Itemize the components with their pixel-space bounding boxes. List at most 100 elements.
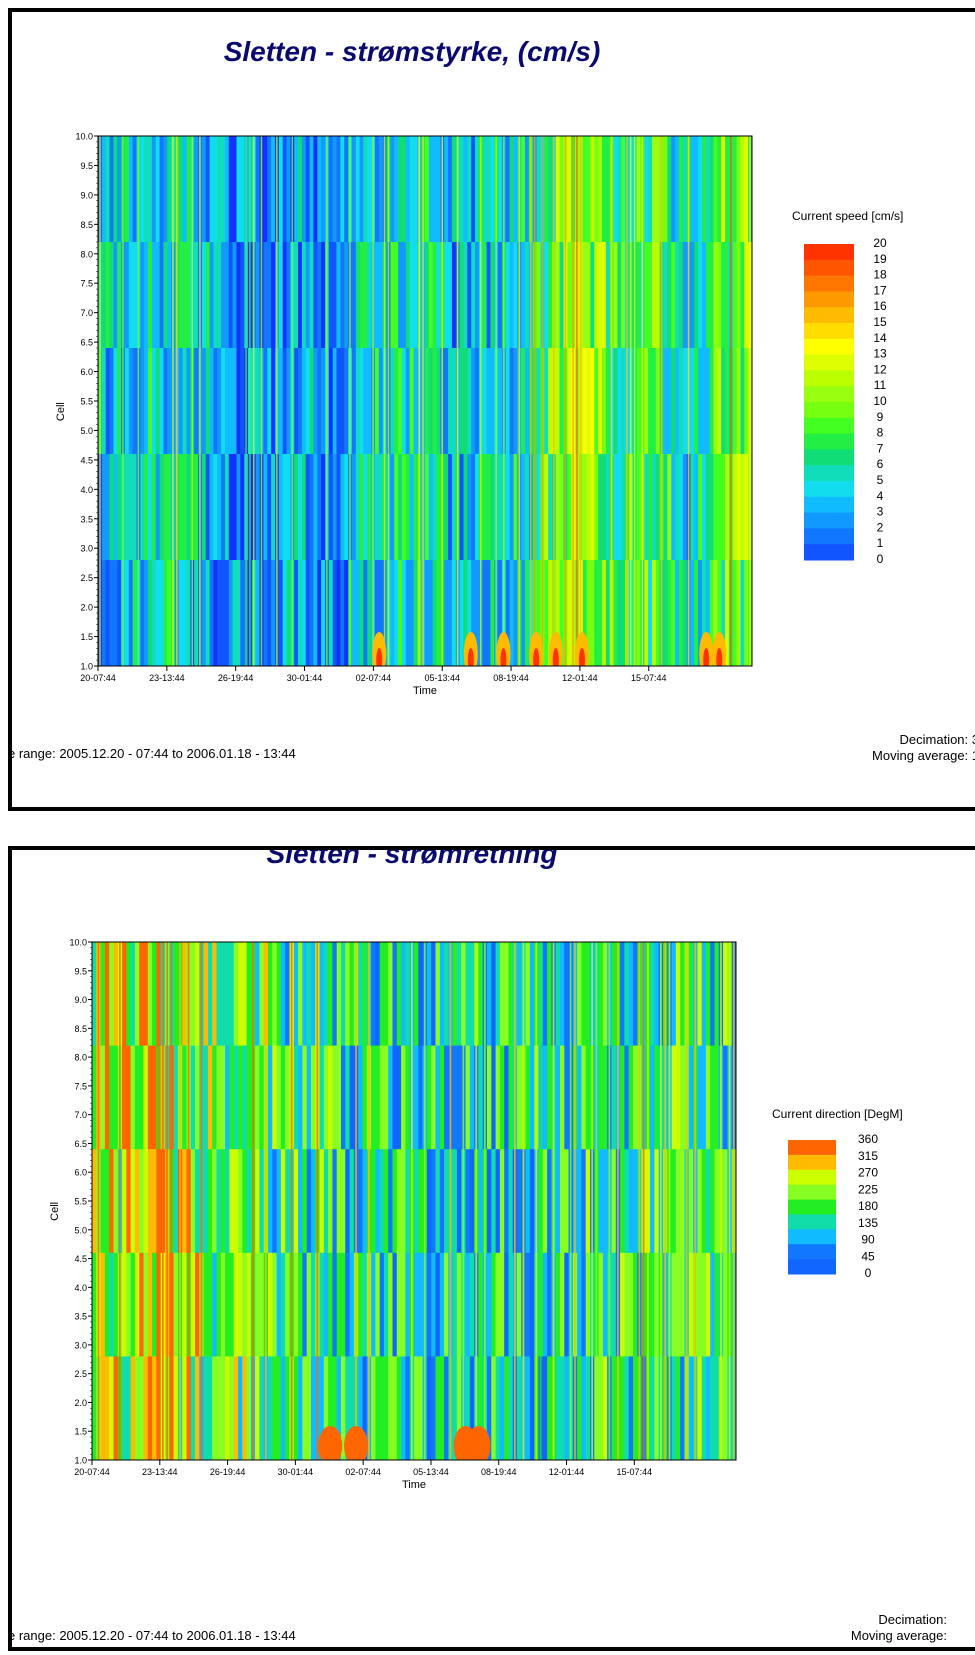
heatmap-cell: [439, 942, 445, 1047]
heatmap-cell: [341, 1045, 347, 1151]
heatmap-cell: [104, 1045, 110, 1151]
heatmap-streak: [530, 136, 532, 666]
heatmap-cell: [272, 1045, 278, 1151]
heatmap-cell: [491, 1252, 497, 1358]
heatmap-cell: [305, 136, 311, 243]
heatmap-cell: [375, 1356, 381, 1460]
heatmap-cell: [255, 560, 261, 666]
heatmap-cell: [328, 942, 334, 1047]
heatmap-cell: [236, 454, 242, 561]
heatmap-cell: [602, 942, 608, 1047]
heatmap-cell: [390, 136, 395, 243]
heatmap-cell: [478, 1149, 484, 1254]
heatmap-cell: [143, 1252, 149, 1358]
heatmap-cell: [398, 454, 403, 561]
heatmap-cell: [513, 348, 519, 455]
colorbar-level-label: 180: [858, 1199, 878, 1213]
decimation-label: Decimation: 3: [899, 732, 975, 747]
heatmap-cell: [409, 454, 415, 561]
heatmap-blob: [467, 648, 474, 666]
heatmap-cell: [286, 242, 292, 349]
heatmap-cell: [293, 1356, 299, 1460]
heatmap-cell: [255, 1252, 261, 1358]
heatmap-cell: [594, 454, 599, 561]
heatmap-cell: [379, 942, 385, 1047]
heatmap-cell: [650, 1149, 656, 1254]
colorbar-level-label: 315: [858, 1149, 878, 1163]
heatmap-cell: [418, 1252, 424, 1358]
heatmap-cell: [207, 1149, 213, 1254]
heatmap-cell: [463, 560, 469, 666]
heatmap-cell: [278, 136, 284, 243]
heatmap-cell: [213, 454, 218, 561]
heatmap-cell: [147, 1356, 153, 1460]
heatmap-streak: [617, 942, 619, 1460]
heatmap-cell: [736, 454, 742, 561]
heatmap-cell: [285, 942, 291, 1047]
heatmap-cell: [705, 560, 711, 666]
heatmap-cell: [294, 454, 299, 561]
heatmap-cell: [155, 454, 161, 561]
heatmap-cell: [302, 942, 308, 1047]
heatmap-cell: [654, 1356, 660, 1460]
heatmap-cell: [486, 348, 492, 455]
heatmap-cell: [667, 348, 672, 455]
heatmap-streak: [423, 942, 426, 1460]
y-tick-label: 2.0: [80, 603, 93, 613]
heatmap-cell: [328, 1252, 334, 1358]
heatmap-cell: [621, 454, 626, 561]
heatmap-streak: [249, 136, 251, 666]
heatmap-cell: [285, 1045, 291, 1151]
heatmap-cell: [167, 454, 172, 561]
heatmap-cell: [151, 136, 157, 243]
heatmap-cell: [124, 560, 130, 666]
heatmap-cell: [109, 242, 115, 349]
heatmap-cell: [113, 560, 118, 666]
y-tick-label: 6.0: [80, 367, 93, 377]
heatmap-cell: [710, 942, 716, 1047]
heatmap-cell: [487, 1356, 493, 1460]
heatmap-cell: [451, 348, 457, 455]
heatmap-cell: [628, 1045, 634, 1151]
heatmap-cell: [548, 136, 553, 243]
heatmap-cell: [182, 242, 188, 349]
heatmap-cell: [302, 1149, 308, 1254]
heatmap-cell: [555, 1252, 561, 1358]
heatmap-cell: [358, 1045, 364, 1151]
heatmap-cell: [529, 1356, 535, 1460]
heatmap-cell: [362, 1356, 368, 1460]
heatmap-cell: [611, 1045, 617, 1151]
heatmap-blob: [716, 648, 723, 666]
heatmap-cell: [362, 1149, 368, 1254]
heatmap-cell: [624, 1149, 630, 1254]
heatmap-cell: [317, 348, 322, 455]
colorbar-level-label: 0: [877, 552, 884, 566]
y-tick-label: 5.0: [74, 1225, 87, 1235]
heatmap-cell: [332, 454, 338, 561]
heatmap-cell: [194, 454, 199, 561]
heatmap-cell: [195, 1149, 201, 1254]
heatmap-cell: [740, 348, 746, 455]
colorbar-swatch: [788, 1244, 836, 1260]
heatmap-cell: [431, 1356, 437, 1460]
heatmap-cell: [486, 560, 492, 666]
heatmap-cell: [444, 1252, 450, 1358]
heatmap-streak: [580, 136, 582, 666]
heatmap-cell: [217, 242, 222, 349]
heatmap-cell: [705, 454, 711, 561]
heatmap-cell: [228, 560, 234, 666]
colorbar-swatch: [788, 1229, 836, 1245]
heatmap-cell: [240, 560, 245, 666]
heatmap-cell: [678, 348, 684, 455]
heatmap-cell: [617, 560, 622, 666]
heatmap-cell: [428, 454, 434, 561]
heatmap-cell: [504, 1356, 510, 1460]
heatmap-cell: [536, 454, 542, 561]
heatmap-cell: [567, 242, 572, 349]
heatmap-cell: [367, 348, 372, 455]
heatmap-cell: [140, 242, 145, 349]
heatmap-cell: [122, 942, 128, 1047]
heatmap-cell: [328, 454, 334, 561]
heatmap-cell: [633, 1045, 639, 1151]
heatmap-cell: [317, 136, 322, 243]
